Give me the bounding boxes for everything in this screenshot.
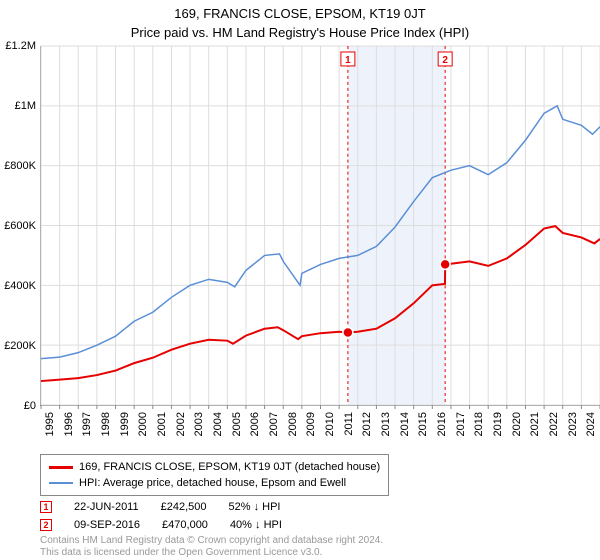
x-tick-label: 2018: [473, 412, 485, 436]
chart-title: 169, FRANCIS CLOSE, EPSOM, KT19 0JT: [0, 0, 600, 21]
x-tick-label: 2007: [268, 412, 280, 436]
sale-1-pct: 52% ↓ HPI: [229, 498, 281, 516]
x-tick-label: 2020: [511, 412, 523, 436]
sale-marker-1: 1: [40, 501, 52, 513]
sale-marker-2-num: 2: [43, 516, 48, 534]
sales-row-2: 2 09-SEP-2016 £470,000 40% ↓ HPI: [40, 516, 282, 534]
x-tick-label: 2001: [156, 412, 168, 436]
x-tick-label: 2004: [212, 412, 224, 436]
sale-1-pct-val: 52%: [229, 501, 251, 513]
x-tick-label: 2000: [137, 412, 149, 436]
legend-row-property: 169, FRANCIS CLOSE, EPSOM, KT19 0JT (det…: [49, 459, 380, 475]
x-tick-label: 2019: [492, 412, 504, 436]
sale-1-price: £242,500: [161, 498, 207, 516]
x-tick-label: 1995: [44, 412, 56, 436]
legend-swatch-property: [49, 466, 73, 469]
sales-table: 1 22-JUN-2011 £242,500 52% ↓ HPI 2 09-SE…: [40, 498, 282, 534]
y-tick-label: £600K: [4, 220, 36, 232]
x-tick-label: 2003: [193, 412, 205, 436]
x-tick-label: 2014: [399, 412, 411, 436]
y-tick-label: £1M: [15, 100, 36, 112]
x-tick-label: 2011: [343, 412, 355, 436]
legend-swatch-hpi: [49, 482, 73, 484]
sale-marker-1-num: 1: [43, 498, 48, 516]
chart-container: 169, FRANCIS CLOSE, EPSOM, KT19 0JT Pric…: [0, 0, 600, 560]
y-axis-labels: £0£200K£400K£600K£800K£1M£1.2M: [0, 46, 38, 406]
x-tick-label: 2002: [175, 412, 187, 436]
legend-label-hpi: HPI: Average price, detached house, Epso…: [79, 475, 346, 491]
sale-2-pct-val: 40%: [230, 519, 252, 531]
x-tick-label: 1996: [63, 412, 75, 436]
x-tick-label: 1999: [119, 412, 131, 436]
sale-2-price: £470,000: [162, 516, 208, 534]
x-tick-label: 1997: [81, 412, 93, 436]
x-tick-label: 2013: [380, 412, 392, 436]
x-tick-label: 2016: [436, 412, 448, 436]
sale-marker-2: 2: [40, 519, 52, 531]
sale-2-date: 09-SEP-2016: [74, 516, 140, 534]
y-tick-label: £1.2M: [5, 40, 36, 52]
attribution-text: Contains HM Land Registry data © Crown c…: [40, 535, 383, 559]
sale-2-rel: HPI: [264, 519, 282, 531]
sale-1-arrow: ↓: [254, 501, 260, 513]
sale-2-pct: 40% ↓ HPI: [230, 516, 282, 534]
x-tick-label: 2023: [567, 412, 579, 436]
x-tick-label: 2005: [231, 412, 243, 436]
x-tick-label: 2015: [417, 412, 429, 436]
x-tick-label: 2010: [324, 412, 336, 436]
sales-row-1: 1 22-JUN-2011 £242,500 52% ↓ HPI: [40, 498, 282, 516]
x-axis-labels: 1995 1996 1997 1998 1999 2000 2001 2002 2003 2004…: [40, 412, 600, 452]
legend-row-hpi: HPI: Average price, detached house, Epso…: [49, 475, 380, 491]
x-tick-label: 2012: [361, 412, 373, 436]
x-tick-label: 2022: [548, 412, 560, 436]
sale-1-rel: HPI: [262, 501, 280, 513]
sale-2-arrow: ↓: [255, 519, 261, 531]
y-tick-label: £800K: [4, 160, 36, 172]
plot-area: 12: [40, 46, 600, 406]
legend-box: 169, FRANCIS CLOSE, EPSOM, KT19 0JT (det…: [40, 454, 389, 496]
x-tick-label: 2008: [287, 412, 299, 436]
chart-plot-wrap: £0£200K£400K£600K£800K£1M£1.2M 12: [40, 46, 600, 406]
legend-label-property: 169, FRANCIS CLOSE, EPSOM, KT19 0JT (det…: [79, 459, 380, 475]
x-tick-label: 2017: [455, 412, 467, 436]
y-tick-label: £0: [24, 400, 36, 412]
svg-text:2: 2: [442, 55, 448, 66]
chart-subtitle: Price paid vs. HM Land Registry's House …: [0, 21, 600, 46]
y-tick-label: £200K: [4, 340, 36, 352]
x-tick-label: 2009: [305, 412, 317, 436]
attribution-line-2: This data is licensed under the Open Gov…: [40, 547, 383, 559]
x-tick-label: 1998: [100, 412, 112, 436]
x-tick-label: 2006: [249, 412, 261, 436]
attribution-line-1: Contains HM Land Registry data © Crown c…: [40, 535, 383, 547]
sale-1-date: 22-JUN-2011: [74, 498, 139, 516]
y-tick-label: £400K: [4, 280, 36, 292]
svg-text:1: 1: [345, 55, 351, 66]
x-tick-label: 2024: [585, 412, 597, 436]
x-tick-label: 2021: [529, 412, 541, 436]
